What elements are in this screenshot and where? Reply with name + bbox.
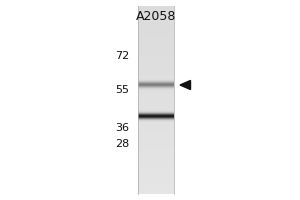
Polygon shape <box>180 80 190 90</box>
Text: 28: 28 <box>115 139 129 149</box>
Text: A2058: A2058 <box>136 10 176 23</box>
Text: 55: 55 <box>115 85 129 95</box>
Text: 36: 36 <box>115 123 129 133</box>
Text: 72: 72 <box>115 51 129 61</box>
